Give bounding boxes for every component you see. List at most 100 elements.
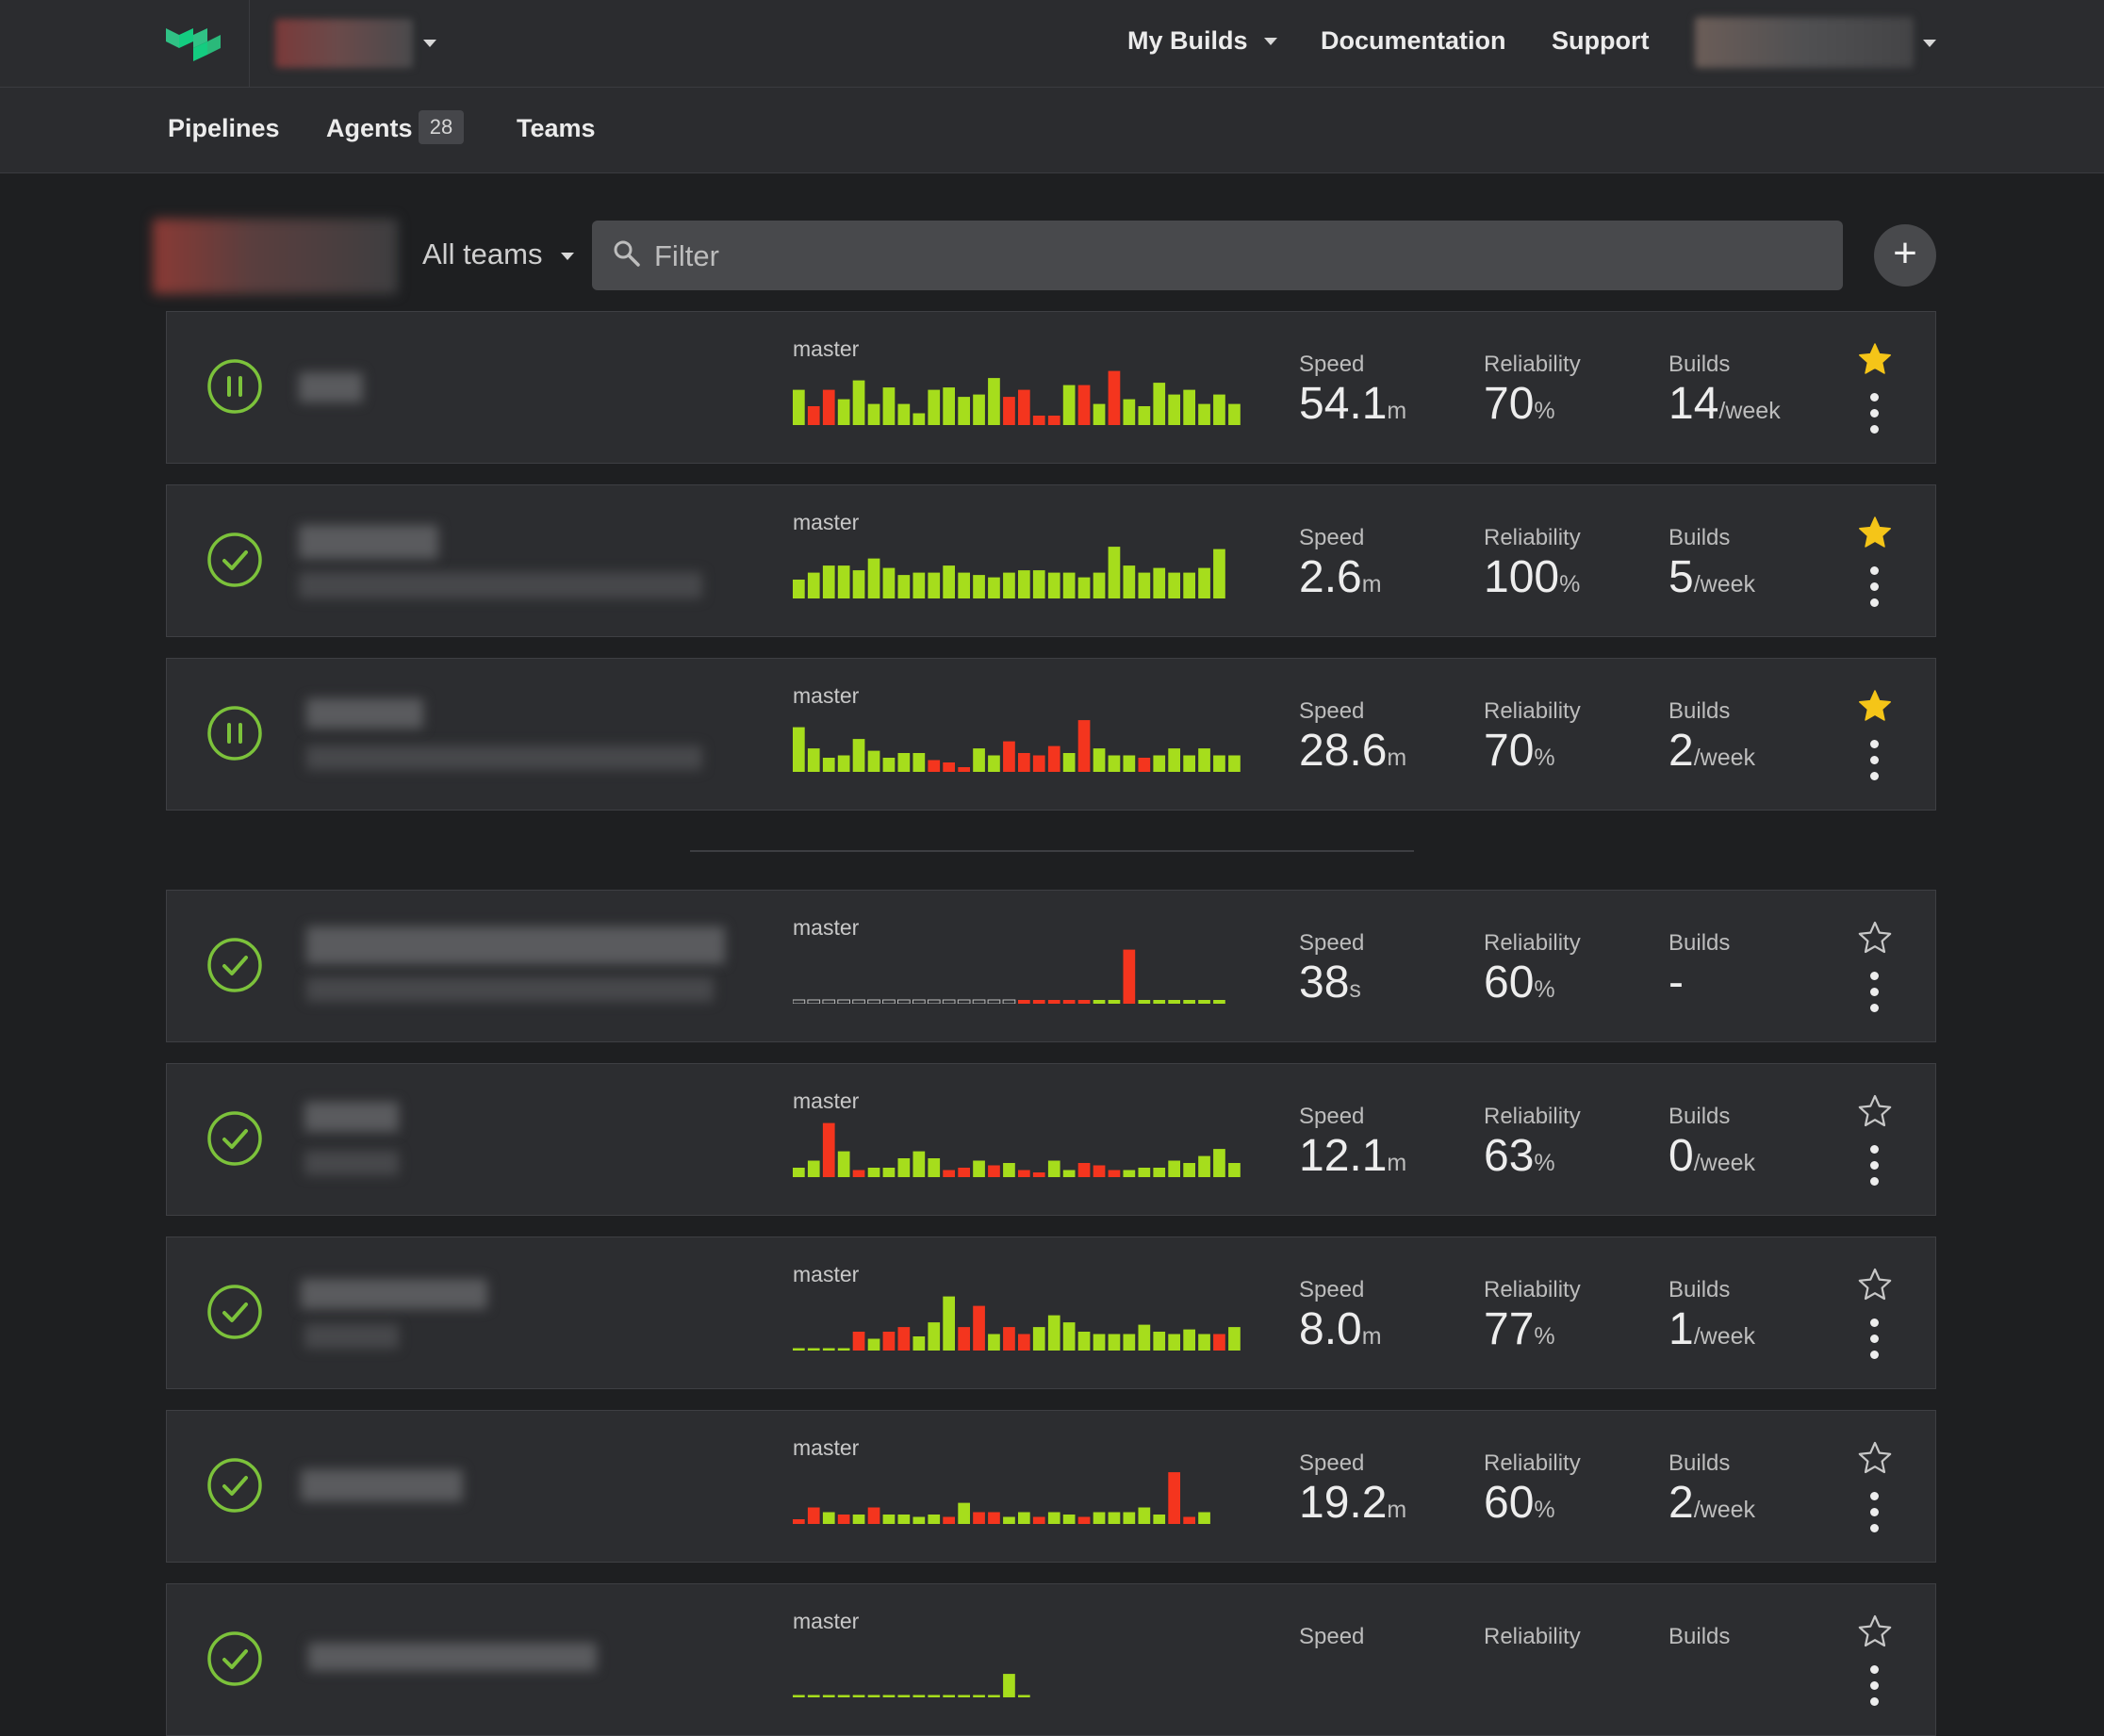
build-bar[interactable]: [1153, 1000, 1166, 1004]
build-bar[interactable]: [882, 1515, 896, 1524]
build-bar[interactable]: [988, 577, 1000, 598]
build-bar[interactable]: [912, 1516, 926, 1525]
build-bar[interactable]: [852, 1170, 865, 1178]
build-bar[interactable]: [897, 1515, 911, 1524]
build-bar[interactable]: [958, 397, 970, 425]
build-bar[interactable]: [1138, 1507, 1151, 1525]
build-bar[interactable]: [928, 1695, 941, 1698]
build-bar[interactable]: [1138, 1324, 1151, 1351]
build-bar[interactable]: [822, 1695, 835, 1698]
build-bar[interactable]: [807, 572, 820, 598]
more-options-icon[interactable]: [1870, 740, 1880, 781]
build-bar[interactable]: [793, 1348, 805, 1351]
build-bar[interactable]: [973, 748, 985, 772]
pipeline-card[interactable]: master Speed 54.1m Reliability 70% Builds 14/w…: [166, 311, 1936, 464]
favorite-star-icon[interactable]: [1858, 1268, 1892, 1302]
build-bar[interactable]: [1018, 1512, 1030, 1525]
build-bar[interactable]: [1093, 1334, 1106, 1351]
build-bar[interactable]: [1168, 572, 1180, 598]
build-bar[interactable]: [1077, 577, 1091, 598]
build-bar[interactable]: [1123, 1170, 1136, 1178]
build-bar[interactable]: [1108, 755, 1121, 773]
build-bar[interactable]: [912, 1336, 926, 1351]
build-bar[interactable]: [928, 572, 941, 598]
build-bar[interactable]: [957, 999, 971, 1004]
build-bar[interactable]: [1123, 399, 1136, 425]
build-bar[interactable]: [807, 406, 820, 425]
build-bar[interactable]: [1003, 1327, 1015, 1351]
build-bar[interactable]: [1032, 1000, 1045, 1004]
build-bar[interactable]: [1153, 755, 1166, 773]
user-chevron-down-icon[interactable]: [1923, 40, 1936, 47]
build-bar[interactable]: [882, 567, 896, 598]
build-bar[interactable]: [1183, 1000, 1195, 1004]
build-bar[interactable]: [793, 727, 805, 772]
build-bar[interactable]: [1153, 1332, 1166, 1351]
tab-pipelines[interactable]: Pipelines: [168, 114, 280, 142]
build-bar[interactable]: [1123, 565, 1136, 598]
build-bar[interactable]: [1168, 1472, 1180, 1524]
build-bar[interactable]: [973, 394, 985, 425]
build-history-chart[interactable]: [793, 1115, 1243, 1177]
build-bar[interactable]: [837, 1151, 850, 1177]
pipeline-name[interactable]: [299, 372, 363, 402]
build-bar[interactable]: [882, 1332, 896, 1351]
build-bar[interactable]: [1047, 745, 1060, 772]
build-bar[interactable]: [1153, 567, 1166, 598]
build-bar[interactable]: [1003, 1674, 1015, 1697]
build-bar[interactable]: [897, 753, 911, 772]
build-bar[interactable]: [822, 565, 835, 598]
build-bar[interactable]: [852, 1515, 865, 1524]
build-bar[interactable]: [1228, 403, 1241, 425]
build-bar[interactable]: [1002, 999, 1016, 1004]
build-bar[interactable]: [928, 1322, 941, 1351]
build-bar[interactable]: [1047, 1315, 1060, 1351]
build-bar[interactable]: [973, 1305, 985, 1351]
build-bar[interactable]: [1228, 1163, 1241, 1177]
build-bar[interactable]: [988, 755, 1000, 773]
pipeline-card[interactable]: master Speed Reliability Builds: [166, 1583, 1936, 1736]
build-bar[interactable]: [882, 1695, 896, 1698]
more-options-icon[interactable]: [1870, 393, 1880, 434]
build-bar[interactable]: [867, 403, 880, 425]
pipeline-name[interactable]: [299, 525, 438, 559]
build-bar[interactable]: [867, 750, 880, 772]
build-bar[interactable]: [973, 1512, 985, 1525]
build-history-chart[interactable]: [793, 1462, 1243, 1524]
build-bar[interactable]: [943, 1170, 955, 1178]
build-bar[interactable]: [793, 1519, 805, 1524]
build-bar[interactable]: [1228, 1327, 1241, 1351]
build-bar[interactable]: [1198, 567, 1210, 598]
build-bar[interactable]: [1153, 383, 1166, 425]
build-bar[interactable]: [1047, 416, 1060, 425]
build-bar[interactable]: [1138, 1000, 1151, 1004]
build-bar[interactable]: [1198, 1155, 1210, 1177]
build-bar[interactable]: [852, 1695, 865, 1698]
build-bar[interactable]: [882, 1168, 896, 1177]
build-bar[interactable]: [793, 1168, 805, 1177]
pipeline-name[interactable]: [301, 1469, 463, 1501]
tab-teams[interactable]: Teams: [517, 114, 596, 142]
favorite-star-icon[interactable]: [1858, 921, 1892, 955]
pipeline-name[interactable]: [306, 926, 725, 964]
build-bar[interactable]: [793, 1695, 805, 1698]
build-bar[interactable]: [1032, 1172, 1045, 1177]
build-bar[interactable]: [1183, 572, 1195, 598]
pipeline-card[interactable]: master Speed 28.6m Reliability 70% Builds 2/we…: [166, 658, 1936, 811]
build-bar[interactable]: [807, 1160, 820, 1178]
build-bar[interactable]: [1003, 572, 1015, 598]
favorite-star-icon[interactable]: [1858, 1441, 1892, 1475]
favorite-star-icon[interactable]: [1858, 689, 1892, 723]
build-bar[interactable]: [1108, 1512, 1121, 1525]
build-bar[interactable]: [1123, 755, 1136, 773]
build-history-chart[interactable]: [793, 1635, 1243, 1697]
build-bar[interactable]: [943, 1695, 955, 1698]
build-bar[interactable]: [1062, 572, 1076, 598]
build-bar[interactable]: [1168, 748, 1180, 772]
build-bar[interactable]: [1077, 385, 1091, 425]
build-bar[interactable]: [958, 1502, 970, 1524]
build-bar[interactable]: [988, 1334, 1000, 1351]
build-bar[interactable]: [1093, 572, 1106, 598]
build-bar[interactable]: [807, 999, 821, 1004]
build-bar[interactable]: [1108, 1170, 1121, 1178]
